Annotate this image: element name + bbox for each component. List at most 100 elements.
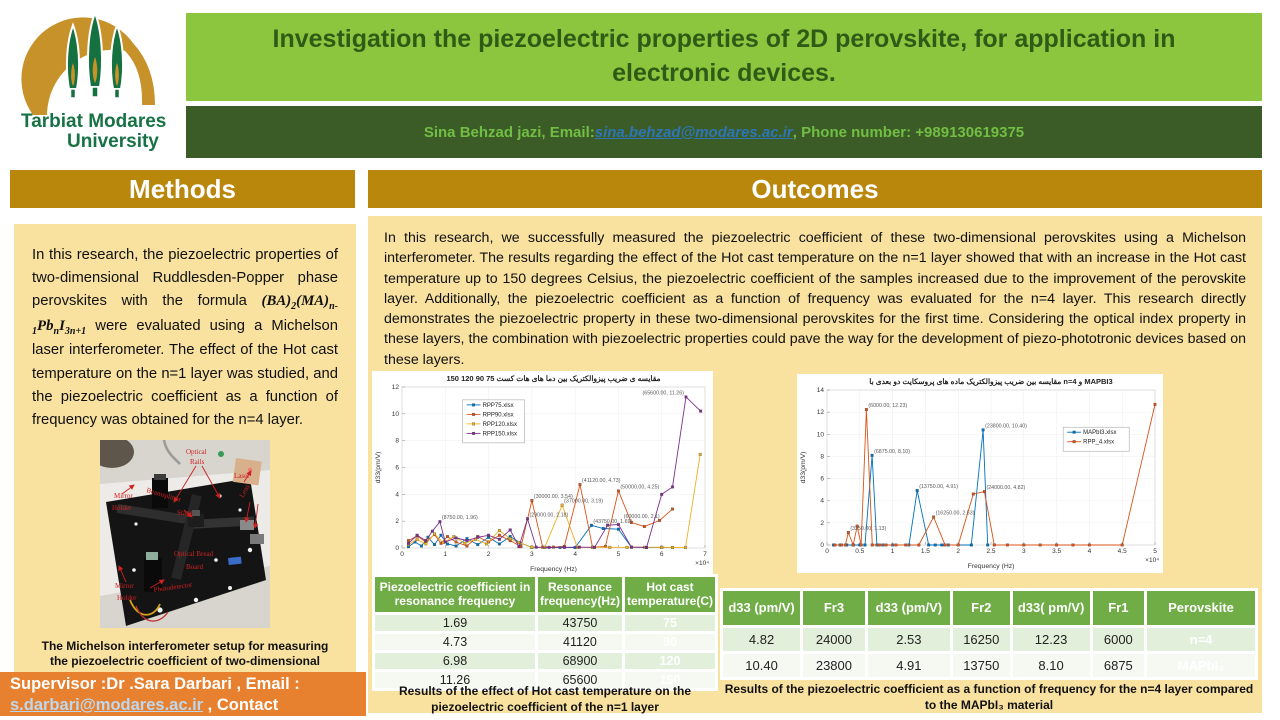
table-cell: 41120 [537, 633, 622, 650]
mirror-holder-top-cap [154, 473, 166, 480]
table-header-cell: d33 (pm/V) [723, 591, 801, 625]
table-row: 6.98 68900 120 [375, 652, 715, 669]
svg-text:RPP150.xlsx: RPP150.xlsx [483, 431, 517, 437]
author-phone: , Phone number: +989130619375 [792, 123, 1025, 141]
svg-text:14: 14 [817, 387, 825, 394]
svg-text:4: 4 [395, 491, 399, 498]
photo-label: Holder [117, 594, 137, 602]
svg-text:RPP120.xlsx: RPP120.xlsx [483, 422, 517, 428]
table-cell: 1.69 [375, 614, 535, 631]
svg-text:2.5: 2.5 [986, 548, 995, 555]
table-row: 11.26 65600 150 [375, 671, 715, 688]
svg-text:(24000.00, 4.82): (24000.00, 4.82) [986, 485, 1025, 491]
svg-text:(65600.00, 11.26): (65600.00, 11.26) [643, 390, 685, 396]
table-row: 10.40 23800 4.91 13750 8.10 6875 MAPbI₃ [723, 653, 1255, 677]
table-cell: 24000 [803, 627, 865, 651]
table-row: 1.69 43750 75 [375, 614, 715, 631]
table-header-cell: Fr3 [803, 591, 865, 625]
photo-clutter [90, 435, 134, 468]
svg-text:3: 3 [530, 551, 534, 558]
poster-title-bar: Investigation the piezoelectric properti… [186, 13, 1262, 101]
svg-text:(60000.00, 2.1): (60000.00, 2.1) [624, 514, 660, 520]
table-header-cell: Piezoelectric coefficient in resonance f… [375, 577, 535, 612]
svg-text:(3250.00, 1.13): (3250.00, 1.13) [850, 526, 886, 532]
blue-block [228, 556, 242, 565]
table-cell: MAPbI₃ [1147, 653, 1255, 677]
lens-block-1 [240, 519, 254, 530]
svg-text:(13750.00, 4.91): (13750.00, 4.91) [919, 484, 958, 490]
logo-trees [65, 10, 125, 99]
svg-text:2: 2 [487, 551, 491, 558]
table-cell: 4.73 [375, 633, 535, 650]
svg-text:3: 3 [1022, 548, 1026, 555]
photo-label: Rails [190, 458, 205, 466]
table-cell: 4.91 [867, 653, 950, 677]
methods-paragraph: In this research, the piezoelectric prop… [32, 244, 338, 432]
table-header-cell: Perovskite [1147, 591, 1255, 625]
table-cell: 11.26 [375, 671, 535, 688]
table-cell: 13750 [953, 653, 1010, 677]
table-header-cell: d33( pm/V) [1012, 591, 1090, 625]
svg-text:8: 8 [820, 453, 824, 460]
outcomes-paragraph: In this research, we successfully measur… [384, 230, 1246, 368]
supervisor-email-link[interactable]: s.darbari@modares.ac.ir [10, 695, 204, 714]
svg-text:5: 5 [617, 551, 621, 558]
logo-text-line2: University [67, 131, 159, 152]
author-bar: Sina Behzad jazi, Email: sina.behzad@mod… [186, 106, 1262, 158]
svg-text:0: 0 [400, 551, 404, 558]
poster-title: Investigation the piezoelectric properti… [272, 25, 1176, 87]
michelson-setup-photo: OpticalRailsMirrorHolderLaserBeamsplitte… [90, 435, 270, 628]
photo-label: Optical [186, 448, 207, 456]
svg-text:(41120.00, 4.73): (41120.00, 4.73) [582, 478, 621, 484]
svg-text:2: 2 [395, 518, 399, 525]
author-email-link[interactable]: sina.behzad@modares.ac.ir [594, 123, 793, 141]
green-connector [218, 450, 224, 457]
rail-right [188, 516, 255, 529]
svg-text:(6875.00, 8.10): (6875.00, 8.10) [874, 449, 910, 455]
svg-text:(30000.00, 3.54): (30000.00, 3.54) [534, 494, 573, 500]
table-cell: 90 [624, 633, 715, 650]
comparison-table-caption: Results of the piezoelectric coefficient… [724, 682, 1254, 712]
hotcast-table-wrap: Piezoelectric coefficient in resonance f… [372, 574, 718, 691]
photo-label: Laser [234, 472, 250, 480]
photo-label: Board [186, 563, 204, 571]
table-cell: 10.40 [723, 653, 801, 677]
svg-text:RPP75.xlsx: RPP75.xlsx [483, 403, 514, 409]
svg-text:4.5: 4.5 [1118, 548, 1127, 555]
table-cell: 6875 [1092, 653, 1145, 677]
table-cell: 12.23 [1012, 627, 1090, 651]
table-cell: 120 [624, 652, 715, 669]
methods-text-after: were evaluated using a Michelson laser i… [32, 317, 338, 428]
comparison-table-wrap: d33 (pm/V) Fr3 d33 (pm/V) Fr2 d33( pm/V) Fr1 P… [720, 588, 1258, 680]
hotcast-table: Piezoelectric coefficient in resonance f… [372, 574, 718, 691]
svg-text:0.5: 0.5 [855, 548, 864, 555]
outcomes-header: Outcomes [368, 170, 1262, 208]
michelson-caption: The Michelson interferometer setup for m… [41, 638, 329, 684]
svg-text:مقایسه بین ضریب پیزوالکتریک ما: مقایسه بین ضریب پیزوالکتریک ماده های پرو… [869, 377, 1112, 387]
photo-label: Stage [177, 509, 193, 517]
table-cell: 68900 [537, 652, 622, 669]
photo-label: Mirror [115, 582, 134, 590]
svg-text:6: 6 [820, 476, 824, 483]
photo-label: Holder [112, 504, 132, 512]
svg-text:(16250.00, 2.53): (16250.00, 2.53) [936, 510, 975, 516]
table-cell: 2.53 [867, 627, 950, 651]
svg-text:7: 7 [703, 551, 707, 558]
red-wire [135, 605, 169, 622]
table-row: 4.73 41120 90 [375, 633, 715, 650]
svg-text:10: 10 [392, 411, 400, 418]
methods-text-before: In this research, the piezoelectric prop… [32, 247, 338, 310]
supervisor-contact: , Contact info:+98(21)82883524 [10, 695, 279, 720]
university-logo: Tarbiat Modares University [6, 2, 184, 164]
svg-text:2: 2 [820, 520, 824, 527]
svg-text:4: 4 [573, 551, 577, 558]
svg-text:4: 4 [1088, 548, 1092, 555]
svg-text:12: 12 [392, 384, 400, 391]
photo-arrows [118, 465, 259, 589]
tarbiat-modares-logo-icon: Tarbiat Modares University [21, 10, 166, 152]
svg-text:1: 1 [443, 551, 447, 558]
svg-text:×10⁴: ×10⁴ [695, 560, 709, 567]
table-cell: 6000 [1092, 627, 1145, 651]
photo-label: Mirror [114, 492, 133, 500]
